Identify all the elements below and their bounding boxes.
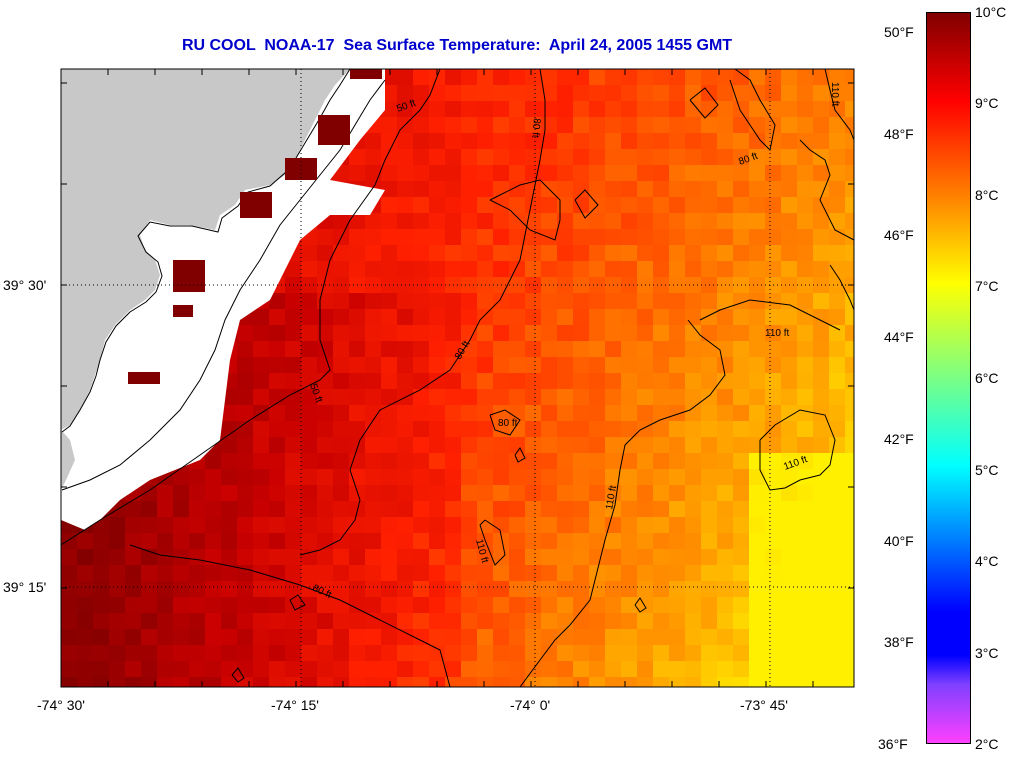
contour-label: 80 ft [498,418,518,429]
contour-label: 110 ft [765,328,789,339]
colorbar-celsius-label: 3°C [975,645,999,661]
colorbar-fahrenheit-label: 50°F [884,24,914,40]
contour-label: 110 ft [604,484,619,510]
colorbar-celsius-label: 8°C [975,187,999,203]
graticule [61,69,854,687]
lat-tick-label: 39° 15' [3,579,47,595]
colorbar-celsius-label: 4°C [975,553,999,569]
colorbar-fahrenheit-label: 42°F [884,431,914,447]
colorbar-fahrenheit-label: 38°F [884,634,914,650]
colorbar-fahrenheit-label: 48°F [884,126,914,142]
contour-label: 110 ft [829,82,840,106]
lon-tick-label: -73° 45' [740,697,788,713]
colorbar-celsius-label: 10°C [975,4,1007,20]
colorbar-celsius-label: 6°C [975,370,999,386]
bathymetry-contours [61,69,854,687]
frame-ticks [60,69,854,687]
lat-tick-label: 39° 30' [3,277,47,293]
temperature-colorbar [926,12,971,744]
colorbar-fahrenheit-label: 46°F [884,227,914,243]
land-islands [61,430,75,490]
land-mask [61,69,350,430]
colorbar-fahrenheit-label: 44°F [884,329,914,345]
colorbar-fahrenheit-label: 40°F [884,533,914,549]
map-frame [60,68,855,688]
colorbar-celsius-label: 2°C [975,736,999,752]
map-title: RU COOL NOAA-17 Sea Surface Temperature:… [181,37,733,54]
colorbar-fahrenheit-label: 36°F [878,736,908,752]
lon-tick-label: -74° 0' [510,697,551,713]
coastline [61,69,351,433]
lon-tick-label: -74° 15' [271,697,319,713]
colorbar-celsius-label: 9°C [975,95,999,111]
lon-tick-label: -74° 30' [37,697,85,713]
contour-label: 80 ft [529,118,542,139]
colorbar-celsius-label: 7°C [975,278,999,294]
colorbar-celsius-label: 5°C [975,462,999,478]
